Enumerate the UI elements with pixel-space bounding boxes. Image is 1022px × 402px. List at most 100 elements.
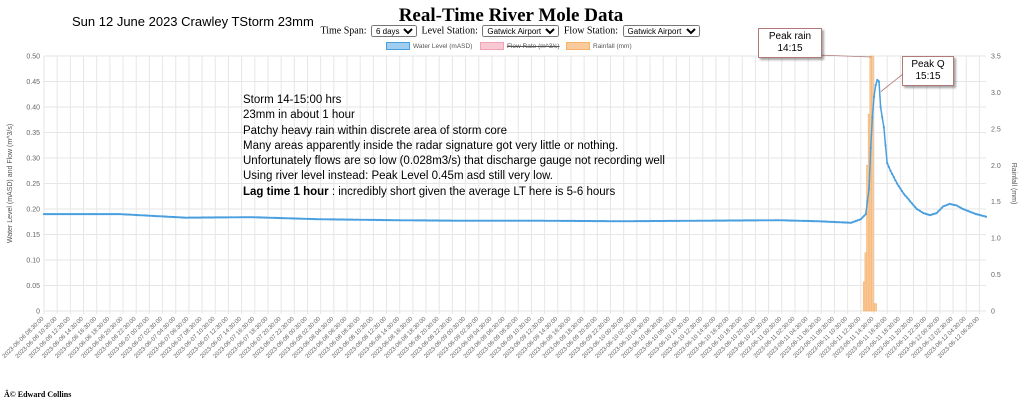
water-level-point — [313, 218, 316, 221]
water-level-point — [44, 213, 47, 216]
water-level-point — [869, 146, 872, 149]
water-level-point — [261, 216, 265, 219]
legend-rainfall[interactable]: Rainfall (mm) — [566, 41, 632, 51]
water-level-point — [650, 219, 653, 223]
water-level-point — [953, 203, 956, 207]
level-station-label: Level Station: — [421, 25, 478, 37]
water-level-point — [250, 216, 253, 219]
water-level-point — [622, 220, 625, 223]
water-level-point — [308, 217, 311, 220]
water-level-point — [189, 216, 192, 219]
water-level-point — [360, 218, 363, 221]
water-level-point — [79, 213, 82, 216]
water-level-point — [337, 218, 340, 221]
water-level-point — [201, 216, 204, 219]
water-level-point — [334, 218, 337, 221]
water-level-point — [145, 214, 148, 217]
water-level-point — [299, 217, 302, 220]
water-level-point — [388, 219, 391, 222]
water-level-point — [247, 216, 250, 219]
water-level-point — [828, 220, 831, 223]
water-level-point — [747, 219, 751, 222]
water-level-point — [428, 219, 431, 222]
water-level-point — [260, 216, 263, 219]
water-level-point — [533, 219, 536, 222]
legend-water-level[interactable]: Water Level (mASD) — [386, 41, 472, 51]
water-level-point — [675, 219, 678, 222]
water-level-point — [283, 217, 286, 220]
water-level-point — [207, 216, 210, 219]
water-level-point — [775, 219, 778, 222]
water-level-point — [57, 213, 60, 216]
water-level-point — [403, 219, 406, 222]
water-level-point — [955, 204, 958, 207]
water-level-point — [663, 219, 667, 223]
flow-station-select[interactable]: Gatwick Airport — [622, 25, 700, 37]
water-level-point — [900, 190, 904, 193]
water-level-point — [527, 219, 530, 222]
water-level-point — [943, 204, 946, 207]
water-level-point — [627, 220, 630, 223]
water-level-point — [352, 218, 355, 221]
water-level-point — [629, 220, 632, 223]
water-level-point — [660, 219, 663, 223]
water-level-point — [426, 219, 429, 222]
water-level-point — [739, 219, 742, 222]
lag-time-rest: : incredibly short given the average LT … — [328, 185, 616, 198]
water-level-point — [329, 218, 332, 221]
water-level-point — [405, 219, 408, 222]
level-station-select[interactable]: Gatwick Airport — [482, 25, 560, 37]
water-level-point — [410, 219, 413, 222]
water-level-point — [77, 213, 80, 216]
water-level-point — [971, 211, 974, 214]
water-level-point — [64, 213, 67, 216]
water-level-point — [113, 213, 116, 216]
water-level-point — [367, 218, 370, 221]
water-level-point — [523, 219, 527, 222]
water-level-point — [392, 219, 395, 222]
y-right-axis-label: Rainfall (mm) — [1010, 163, 1017, 205]
water-level-point — [836, 221, 839, 224]
water-level-point — [317, 218, 321, 221]
water-level-point — [616, 220, 619, 223]
water-level-point — [82, 213, 85, 216]
water-level-point — [881, 116, 884, 119]
water-level-point — [639, 220, 642, 223]
water-level-point — [131, 213, 134, 216]
water-level-point — [123, 213, 126, 216]
water-level-point — [294, 217, 298, 220]
water-level-point — [984, 215, 988, 218]
water-level-point — [47, 213, 51, 216]
water-level-point — [668, 219, 671, 222]
water-level-point — [171, 215, 174, 219]
water-level-point — [764, 219, 767, 222]
water-level-point — [232, 216, 235, 219]
water-level-point — [341, 218, 344, 221]
water-level-point — [311, 217, 314, 221]
water-level-point — [940, 207, 943, 210]
water-level-point — [133, 213, 136, 216]
water-level-point — [248, 216, 251, 219]
water-level-point — [512, 219, 515, 222]
time-span-select[interactable]: 6 days — [370, 25, 417, 37]
water-level-point — [199, 216, 202, 219]
water-level-point — [306, 217, 309, 220]
water-level-point — [790, 219, 793, 222]
water-level-point — [530, 219, 533, 222]
water-level-point — [815, 220, 818, 223]
water-level-point — [586, 219, 589, 223]
water-level-point — [153, 214, 156, 218]
legend-flow-rate[interactable]: Flow Rate (m^3/s) — [480, 41, 560, 51]
water-level-point — [52, 213, 56, 216]
water-level-point — [736, 219, 739, 222]
water-level-point — [779, 219, 782, 222]
water-level-point — [886, 162, 889, 165]
water-level-point — [212, 216, 215, 219]
water-level-point — [156, 215, 159, 218]
water-level-point — [115, 213, 118, 216]
water-level-point — [693, 219, 696, 222]
lag-time-bold: Lag time 1 hour — [243, 185, 329, 198]
water-level-point — [89, 213, 92, 216]
water-level-point — [222, 216, 225, 219]
water-level-point — [387, 219, 390, 222]
